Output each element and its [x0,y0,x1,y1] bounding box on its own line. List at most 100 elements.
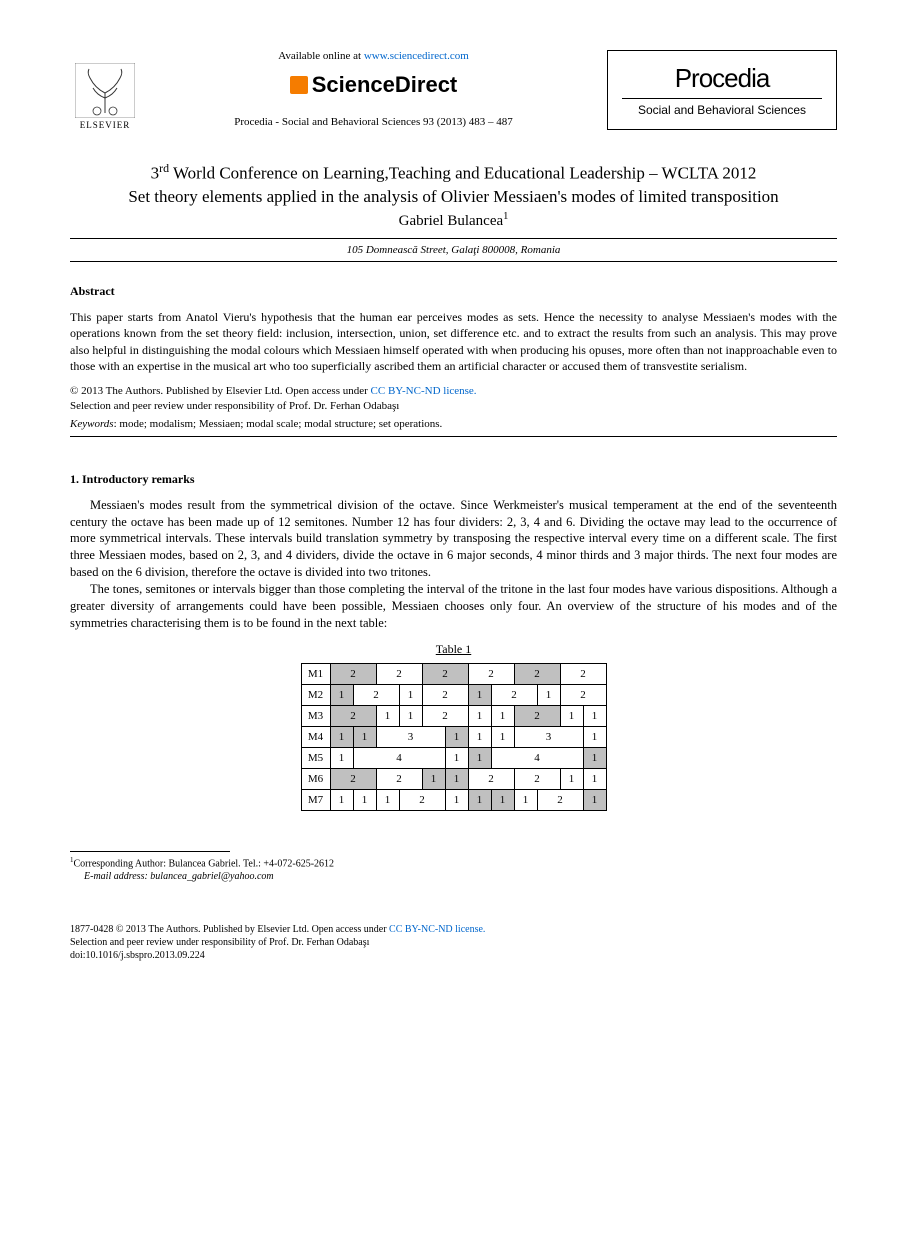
para2: The tones, semitones or intervals bigger… [70,581,837,632]
table-cell: 1 [468,789,491,810]
table-cell: 1 [560,705,583,726]
journal-citation: Procedia - Social and Behavioral Science… [160,116,587,128]
table-cell: 2 [330,768,376,789]
copyright-prefix: © 2013 The Authors. Published by Elsevie… [70,385,285,397]
table-cell: 2 [560,663,606,684]
page-container: ELSEVIER Available online at www.science… [0,0,907,1002]
table-cell: 1 [399,705,422,726]
conference-title: 3rd World Conference on Learning,Teachin… [70,160,837,185]
table-cell: 1 [445,789,468,810]
table-cell: 4 [353,747,445,768]
table-cell: 1 [399,684,422,705]
row-label: M1 [301,663,330,684]
table-cell: 1 [560,768,583,789]
table-cell: 1 [583,789,606,810]
sciencedirect-logo: ScienceDirect [290,72,458,98]
footnote-line1: 1Corresponding Author: Bulancea Gabriel.… [70,856,837,870]
paper-title: Set theory elements applied in the analy… [70,185,837,209]
table-cell: 2 [468,768,514,789]
footer-prefix: 1877-0428 © 2013 The Authors. Published … [70,924,312,935]
sciencedirect-link[interactable]: www.sciencedirect.com [364,50,469,62]
elsevier-label: ELSEVIER [80,120,131,130]
row-label: M4 [301,726,330,747]
abstract-text: This paper starts from Anatol Vieru's hy… [70,309,837,374]
author-text: Gabriel Bulancea [399,213,504,229]
table-cell: 1 [583,705,606,726]
table-cell: 1 [491,705,514,726]
table-row: M3211211211 [301,705,606,726]
table-cell: 2 [376,768,422,789]
table-cell: 2 [537,789,583,810]
table-cell: 2 [514,663,560,684]
table-cell: 3 [514,726,583,747]
footnote-email-line: E-mail address: bulancea_gabriel@yahoo.c… [70,870,837,883]
table-row: M71112111121 [301,789,606,810]
footer-line2: Selection and peer review under responsi… [70,937,369,948]
table-cell: 1 [376,705,399,726]
row-label: M6 [301,768,330,789]
table-cell: 1 [353,726,376,747]
table-cell: 1 [583,726,606,747]
table-cell: 2 [422,684,468,705]
keywords-text: : mode; modalism; Messiaen; modal scale;… [114,418,443,430]
author-sup: 1 [503,211,508,222]
procedia-title: Procedia [622,63,822,94]
section1-heading: 1. Introductory remarks [70,472,837,487]
copyright-block: © 2013 The Authors. Published by Elsevie… [70,384,837,414]
table-cell: 2 [514,705,560,726]
table-cell: 1 [353,789,376,810]
table-cell: 1 [468,705,491,726]
footer-open: Open access under [312,924,389,935]
row-label: M5 [301,747,330,768]
table-cell: 2 [376,663,422,684]
license-link[interactable]: CC BY-NC-ND license. [371,385,477,397]
sciencedirect-icon [290,76,308,94]
elsevier-tree-icon [75,63,135,118]
procedia-box: Procedia Social and Behavioral Sciences [607,50,837,130]
table-cell: 1 [537,684,560,705]
table-cell: 1 [445,768,468,789]
table-cell: 2 [330,663,376,684]
table-cell: 1 [491,726,514,747]
email-value: bulancea_gabriel@yahoo.com [148,871,274,882]
available-online-text: Available online at www.sciencedirect.co… [160,50,587,62]
table-cell: 1 [468,684,491,705]
copyright-open: Open access under [285,385,370,397]
procedia-subtitle: Social and Behavioral Sciences [622,98,822,117]
email-label: E-mail address: [84,871,148,882]
keywords-label: Keywords [70,418,114,430]
table-cell: 2 [330,705,376,726]
sciencedirect-label: ScienceDirect [312,72,458,98]
table-cell: 1 [330,789,353,810]
elsevier-logo: ELSEVIER [70,50,140,130]
table-cell: 2 [560,684,606,705]
footnote-separator [70,851,230,852]
table-cell: 2 [353,684,399,705]
body-text: Messiaen's modes result from the symmetr… [70,497,837,632]
table-cell: 1 [491,789,514,810]
table-cell: 1 [376,789,399,810]
row-label: M2 [301,684,330,705]
affiliation: 105 Domnească Street, Galaţi 800008, Rom… [70,238,837,262]
conference-title-text: World Conference on Learning,Teaching an… [173,164,756,183]
available-prefix: Available online at [278,50,364,62]
table-row: M1222222 [301,663,606,684]
table-cell: 2 [514,768,560,789]
table-cell: 1 [468,747,491,768]
footer-license-link[interactable]: CC BY-NC-ND license. [389,924,485,935]
table-cell: 1 [422,768,445,789]
table-cell: 1 [330,684,353,705]
author-name: Gabriel Bulancea1 [70,211,837,230]
table-cell: 1 [468,726,491,747]
table-cell: 2 [422,705,468,726]
table-cell: 1 [330,747,353,768]
center-header: Available online at www.sciencedirect.co… [140,50,607,128]
footer-block: 1877-0428 © 2013 The Authors. Published … [70,923,837,962]
para1: Messiaen's modes result from the symmetr… [70,497,837,581]
table-row: M411311131 [301,726,606,747]
table-cell: 2 [491,684,537,705]
copyright-line2: Selection and peer review under responsi… [70,400,399,412]
table-row: M5141141 [301,747,606,768]
footnote: 1Corresponding Author: Bulancea Gabriel.… [70,856,837,883]
table-cell: 2 [399,789,445,810]
